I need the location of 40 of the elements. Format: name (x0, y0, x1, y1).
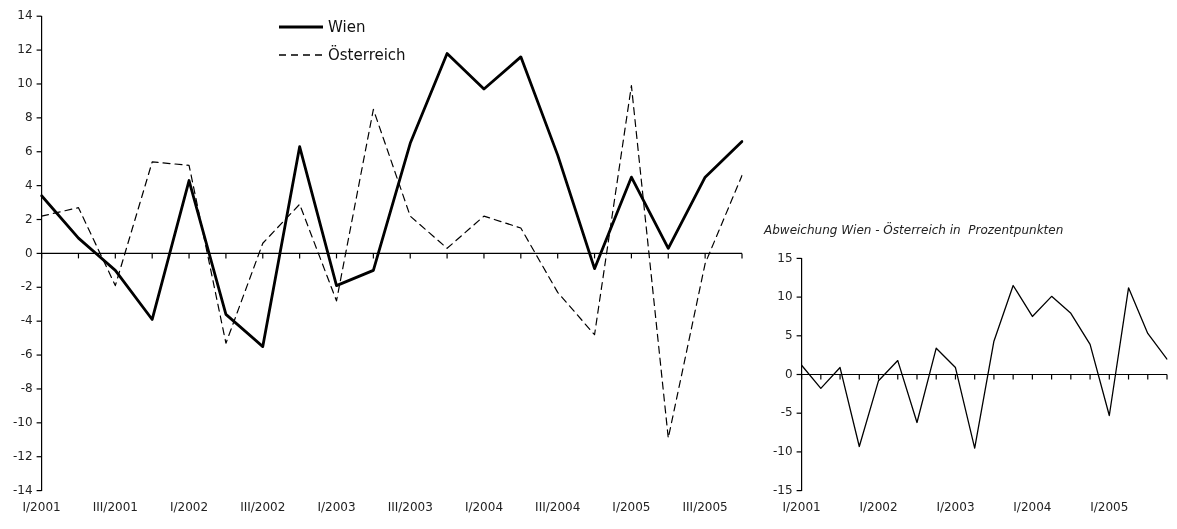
y-tick-label: 0 (784, 366, 793, 381)
y-tick-label: 4 (24, 177, 33, 192)
y-tick-label: 15 (777, 250, 793, 265)
x-tick-label: I/2004 (464, 499, 504, 514)
y-tick-label: -8 (20, 381, 33, 396)
x-tick-label: I/2002 (859, 499, 898, 514)
y-tick-label: 2 (24, 211, 33, 226)
y-tick-label: -5 (780, 405, 793, 420)
y-tick-label: 10 (777, 289, 793, 304)
x-tick-label: I/2001 (22, 499, 61, 514)
x-tick-label: III/2005 (682, 499, 728, 514)
y-tick-label: 12 (17, 42, 33, 57)
chart-title: Abweichung Wien - Österreich in Prozentpunkten (763, 221, 1064, 238)
y-tick-label: 0 (24, 245, 33, 260)
y-tick-label: -2 (20, 279, 33, 294)
x-tick-label: III/2003 (387, 499, 433, 514)
y-tick-label: 8 (24, 109, 33, 124)
legend-label: Wien (328, 18, 366, 36)
x-tick-label: I/2004 (1013, 499, 1052, 514)
y-tick-label: -10 (772, 444, 793, 459)
y-tick-label: -12 (12, 448, 33, 463)
y-tick-label: 6 (24, 143, 33, 158)
x-tick-label: I/2002 (169, 499, 209, 514)
y-tick-label: -14 (12, 482, 33, 497)
y-tick-label: 14 (17, 8, 33, 23)
x-tick-label: III/2004 (535, 499, 581, 514)
x-tick-label: I/2001 (782, 499, 821, 514)
x-tick-label: I/2005 (1090, 499, 1129, 514)
y-tick-label: -6 (20, 347, 33, 362)
y-tick-label: -10 (12, 414, 33, 429)
x-tick-label: III/2001 (92, 499, 138, 514)
y-tick-label: -4 (20, 313, 33, 328)
x-tick-label: III/2002 (240, 499, 286, 514)
legend-label: Österreich (328, 46, 406, 64)
y-tick-label: -15 (772, 482, 793, 497)
x-tick-label: I/2003 (317, 499, 356, 514)
x-tick-label: I/2005 (612, 499, 651, 514)
y-tick-label: 10 (17, 76, 33, 91)
x-tick-label: I/2003 (936, 499, 975, 514)
y-tick-label: 5 (784, 327, 793, 342)
